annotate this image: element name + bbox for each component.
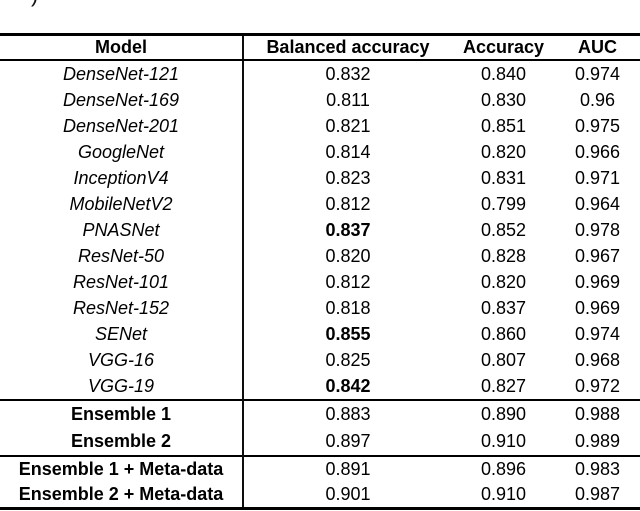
- balanced-accuracy-cell: 0.820: [325, 245, 371, 266]
- header-accuracy: Accuracy: [452, 34, 555, 61]
- accuracy-cell: 0.807: [480, 349, 527, 370]
- auc-cell: 0.968: [574, 349, 621, 370]
- accuracy-cell: 0.896: [452, 455, 555, 482]
- auc-cell: 0.983: [555, 455, 640, 482]
- table-row: ResNet-152 0.818 0.837 0.969: [0, 295, 640, 321]
- accuracy-cell: 0.852: [480, 219, 527, 240]
- table-row: Ensemble 1 + Meta-data 0.891 0.896 0.983: [0, 455, 640, 482]
- balanced-accuracy-cell: 0.814: [325, 141, 371, 162]
- balanced-accuracy-cell: 0.842: [325, 375, 371, 396]
- header-auc: AUC: [555, 34, 640, 61]
- accuracy-cell: 0.910: [480, 484, 527, 504]
- table-row: ResNet-50 0.820 0.828 0.967: [0, 243, 640, 269]
- auc-cell: 0.978: [574, 219, 621, 240]
- cropped-caption-fragment: ): [31, 0, 38, 6]
- table-row: Ensemble 1 0.883 0.890 0.988: [0, 399, 640, 428]
- model-name-cell: Ensemble 2 + Meta-data: [0, 482, 244, 509]
- ensembles-meta-section: Ensemble 1 + Meta-data 0.891 0.896 0.983…: [0, 455, 640, 509]
- accuracy-cell: 0.837: [480, 297, 527, 318]
- auc-cell: 0.969: [574, 271, 621, 292]
- accuracy-cell: 0.827: [480, 375, 527, 396]
- model-name-cell: ResNet-50: [0, 243, 244, 269]
- accuracy-cell: 0.828: [480, 245, 527, 266]
- accuracy-cell: 0.831: [480, 167, 527, 188]
- auc-cell: 0.964: [574, 193, 621, 214]
- model-name-cell: ResNet-101: [0, 269, 244, 295]
- model-name-cell: SENet: [0, 321, 244, 347]
- header-model: Model: [0, 34, 244, 61]
- accuracy-cell: 0.799: [480, 193, 527, 214]
- auc-cell: 0.987: [574, 484, 621, 504]
- auc-cell: 0.967: [574, 245, 621, 266]
- model-name-cell: PNASNet: [0, 217, 244, 243]
- accuracy-cell: 0.851: [480, 115, 527, 136]
- model-name-cell: Ensemble 2: [0, 428, 244, 456]
- auc-cell: 0.975: [574, 115, 621, 136]
- auc-cell: 0.988: [555, 399, 640, 428]
- model-name-cell: DenseNet-121: [0, 60, 244, 87]
- table-row: DenseNet-121 0.832 0.840 0.974: [0, 60, 640, 87]
- balanced-accuracy-cell: 0.823: [325, 167, 371, 188]
- table-row: Ensemble 2 0.897 0.910 0.989: [0, 428, 640, 456]
- table-row: PNASNet 0.837 0.852 0.978: [0, 217, 640, 243]
- accuracy-cell: 0.910: [480, 431, 527, 451]
- balanced-accuracy-cell: 0.837: [325, 219, 371, 240]
- model-name-cell: VGG-19: [0, 373, 244, 400]
- balanced-accuracy-cell: 0.855: [325, 323, 371, 344]
- model-name-cell: Ensemble 1: [0, 399, 244, 428]
- balanced-accuracy-cell: 0.821: [325, 115, 371, 136]
- auc-cell: 0.966: [574, 141, 621, 162]
- accuracy-cell: 0.820: [480, 271, 527, 292]
- table-header: Model Balanced accuracy Accuracy AUC: [0, 34, 640, 61]
- accuracy-cell: 0.820: [480, 141, 527, 162]
- balanced-accuracy-cell: 0.901: [325, 484, 371, 504]
- table-row: VGG-16 0.825 0.807 0.968: [0, 347, 640, 373]
- model-name-cell: DenseNet-201: [0, 113, 244, 139]
- model-name-cell: Ensemble 1 + Meta-data: [0, 455, 244, 482]
- balanced-accuracy-cell: 0.891: [243, 455, 452, 482]
- model-name-cell: InceptionV4: [0, 165, 244, 191]
- accuracy-cell: 0.890: [452, 399, 555, 428]
- auc-cell: 0.972: [574, 375, 621, 396]
- header-row: Model Balanced accuracy Accuracy AUC: [0, 34, 640, 61]
- balanced-accuracy-cell: 0.825: [325, 349, 371, 370]
- model-name-cell: GoogleNet: [0, 139, 244, 165]
- auc-cell: 0.971: [574, 167, 621, 188]
- model-results-table: Model Balanced accuracy Accuracy AUC Den…: [0, 33, 640, 510]
- balanced-accuracy-cell: 0.883: [243, 399, 452, 428]
- table-row: Ensemble 2 + Meta-data 0.901 0.910 0.987: [0, 482, 640, 509]
- model-name-cell: MobileNetV2: [0, 191, 244, 217]
- accuracy-cell: 0.860: [480, 323, 527, 344]
- header-balanced-accuracy: Balanced accuracy: [243, 34, 452, 61]
- model-name-cell: ResNet-152: [0, 295, 244, 321]
- auc-cell: 0.969: [574, 297, 621, 318]
- table-row: DenseNet-201 0.821 0.851 0.975: [0, 113, 640, 139]
- table-row: ResNet-101 0.812 0.820 0.969: [0, 269, 640, 295]
- auc-cell: 0.989: [574, 431, 621, 451]
- table-row: DenseNet-169 0.811 0.830 0.96: [0, 87, 640, 113]
- ensembles-section: Ensemble 1 0.883 0.890 0.988 Ensemble 2 …: [0, 399, 640, 456]
- auc-cell: 0.974: [574, 323, 621, 344]
- balanced-accuracy-cell: 0.811: [326, 89, 370, 110]
- balanced-accuracy-cell: 0.897: [325, 431, 371, 451]
- accuracy-cell: 0.830: [480, 89, 527, 110]
- table-row: VGG-19 0.842 0.827 0.972: [0, 373, 640, 400]
- balanced-accuracy-cell: 0.812: [325, 193, 371, 214]
- table-row: InceptionV4 0.823 0.831 0.971: [0, 165, 640, 191]
- balanced-accuracy-cell: 0.818: [325, 297, 371, 318]
- accuracy-cell: 0.840: [480, 63, 527, 84]
- table-row: GoogleNet 0.814 0.820 0.966: [0, 139, 640, 165]
- balanced-accuracy-cell: 0.832: [325, 63, 371, 84]
- auc-cell: 0.974: [574, 63, 621, 84]
- model-name-cell: VGG-16: [0, 347, 244, 373]
- model-name-cell: DenseNet-169: [0, 87, 244, 113]
- table-row: MobileNetV2 0.812 0.799 0.964: [0, 191, 640, 217]
- table-row: SENet 0.855 0.860 0.974: [0, 321, 640, 347]
- balanced-accuracy-cell: 0.812: [325, 271, 371, 292]
- models-section: DenseNet-121 0.832 0.840 0.974 DenseNet-…: [0, 60, 640, 400]
- auc-cell: 0.96: [579, 89, 616, 110]
